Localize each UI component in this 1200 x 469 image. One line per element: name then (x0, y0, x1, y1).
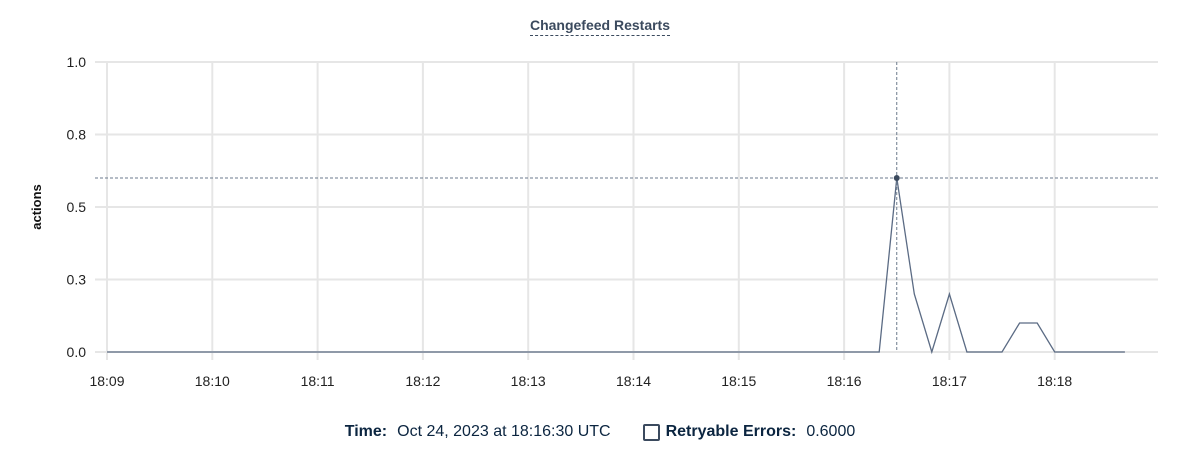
y-tick-label: 0.3 (67, 272, 87, 288)
time-value: Oct 24, 2023 at 18:16:30 UTC (397, 423, 611, 440)
time-label: Time: (344, 423, 388, 440)
hover-point (893, 175, 900, 181)
x-tick-label: 18:14 (616, 373, 651, 389)
x-tick-label: 18:15 (721, 373, 756, 389)
series-value: 0.6000 (806, 423, 856, 440)
x-tick-label: 18:17 (932, 373, 967, 389)
x-tick-label: 18:18 (1037, 373, 1072, 389)
y-tick-label: 1.0 (67, 54, 87, 70)
y-tick-label: 0.5 (67, 199, 87, 215)
y-tick-label: 0.0 (67, 344, 87, 360)
x-tick-label: 18:09 (89, 373, 124, 389)
chart-title[interactable]: Changefeed Restarts (529, 17, 671, 36)
legend: Time: Oct 24, 2023 at 18:16:30 UTC Retry… (0, 423, 1200, 441)
series-checkbox[interactable] (642, 423, 660, 441)
x-tick-label: 18:10 (195, 373, 230, 389)
y-axis-label: actions (29, 184, 44, 230)
series-line (107, 177, 1125, 355)
x-tick-label: 18:16 (827, 373, 862, 389)
x-tick-label: 18:12 (405, 373, 440, 389)
x-tick-label: 18:13 (511, 373, 546, 389)
series-label: Retryable Errors: (665, 423, 797, 440)
x-tick-label: 18:11 (301, 373, 335, 389)
y-tick-label: 0.8 (67, 127, 87, 143)
